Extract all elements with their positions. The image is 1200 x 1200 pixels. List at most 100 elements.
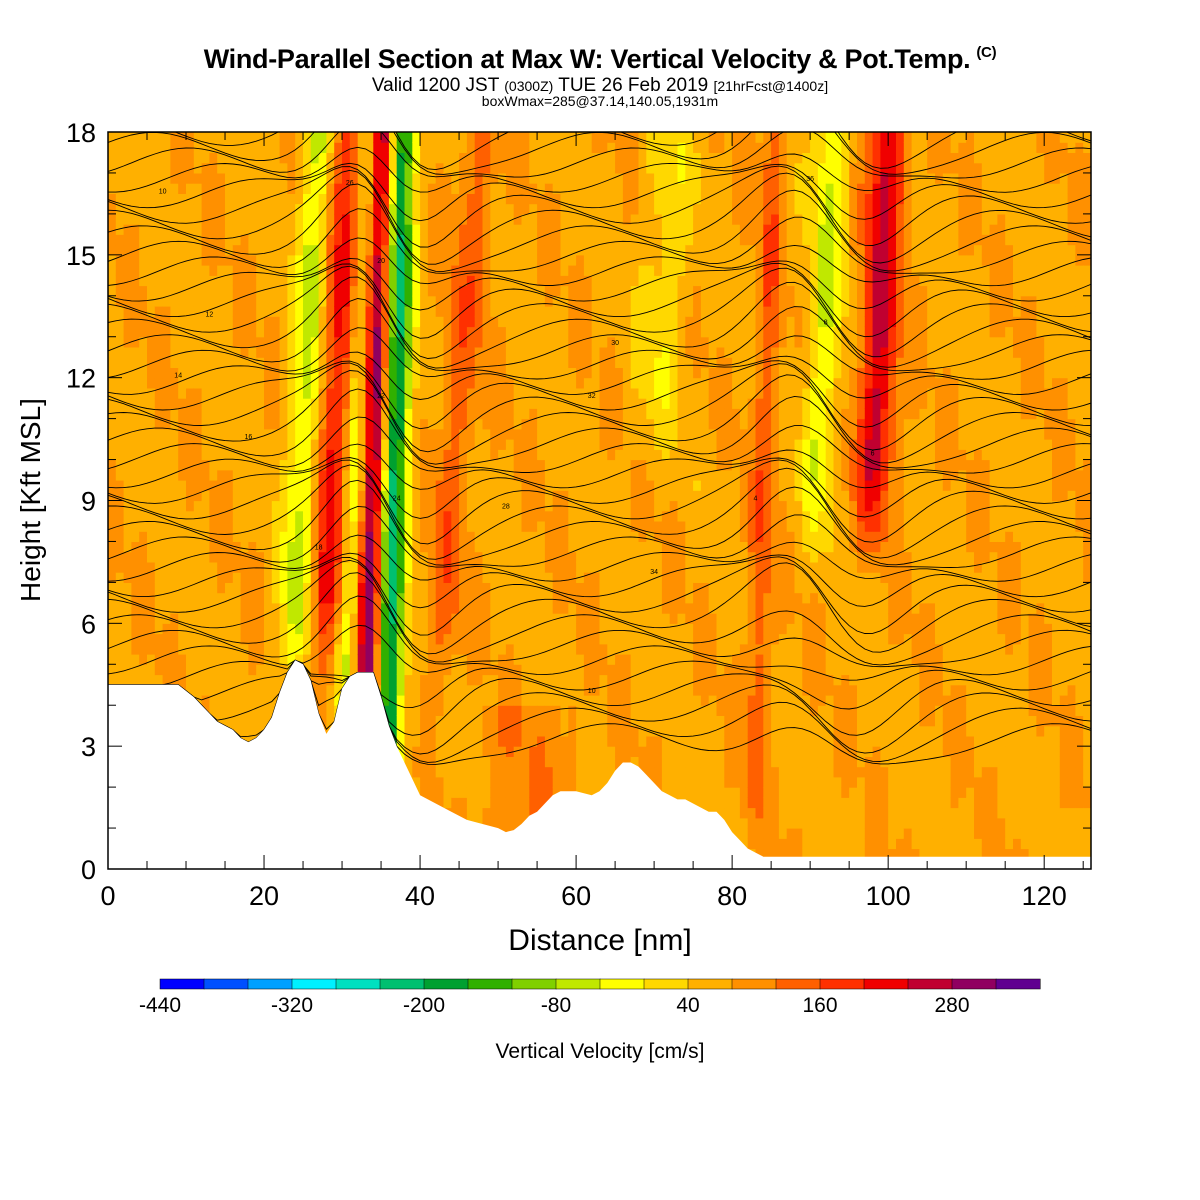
velocity-cell [209, 561, 218, 573]
velocity-cell [466, 776, 476, 788]
velocity-cell [388, 172, 398, 184]
velocity-cell [373, 132, 382, 143]
velocity-cell [264, 306, 273, 317]
velocity-cell [115, 602, 125, 614]
velocity-cell [373, 592, 382, 604]
velocity-cell [373, 316, 382, 328]
velocity-cell [108, 326, 117, 338]
velocity-cell [451, 142, 460, 153]
velocity-cell [108, 592, 117, 604]
velocity-cell [334, 633, 343, 645]
velocity-cell [310, 408, 320, 420]
velocity-cell [170, 592, 179, 604]
velocity-cell [435, 428, 445, 440]
velocity-cell [498, 602, 507, 614]
velocity-cell [615, 746, 624, 757]
velocity-cell [576, 285, 585, 297]
velocity-cell [576, 613, 585, 624]
velocity-cell [256, 142, 265, 153]
velocity-cell [154, 480, 164, 491]
velocity-cell [365, 183, 374, 194]
velocity-cell [154, 336, 164, 348]
velocity-cell [466, 224, 476, 235]
velocity-cell [357, 654, 367, 665]
velocity-cell [264, 500, 273, 512]
velocity-cell [583, 132, 593, 143]
velocity-cell [334, 664, 343, 676]
velocity-cell [466, 285, 476, 297]
velocity-cell [537, 162, 546, 174]
velocity-cell [357, 244, 367, 256]
velocity-cell [482, 735, 491, 747]
velocity-cell [178, 572, 187, 583]
velocity-cell [622, 172, 632, 184]
velocity-cell [451, 797, 460, 809]
velocity-cell [459, 623, 468, 635]
velocity-cell [139, 316, 148, 328]
velocity-cell [537, 602, 546, 614]
velocity-cell [537, 285, 546, 297]
velocity-cell [505, 787, 515, 798]
velocity-cell [459, 695, 468, 706]
velocity-cell [334, 582, 343, 594]
velocity-cell [576, 193, 585, 205]
velocity-cell [591, 654, 601, 665]
velocity-cell [287, 398, 296, 409]
velocity-cell [521, 469, 530, 481]
velocity-cell [326, 183, 335, 194]
velocity-cell [209, 449, 218, 461]
velocity-cell [583, 459, 593, 471]
velocity-cell [240, 480, 249, 491]
velocity-cell [466, 439, 476, 450]
velocity-cell [490, 193, 499, 205]
velocity-cell [209, 643, 218, 655]
velocity-cell [451, 347, 460, 358]
velocity-cell [459, 684, 468, 696]
velocity-cell [115, 623, 125, 635]
velocity-cell [576, 582, 585, 594]
velocity-cell [147, 326, 156, 338]
velocity-cell [147, 357, 156, 368]
velocity-cell [443, 449, 452, 461]
velocity-cell [529, 387, 538, 399]
velocity-cell [217, 162, 226, 174]
velocity-cell [591, 449, 601, 461]
velocity-cell [622, 326, 632, 338]
velocity-cell [271, 531, 281, 542]
velocity-cell [381, 265, 390, 276]
velocity-cell [326, 623, 335, 635]
velocity-cell [303, 592, 312, 604]
velocity-cell [490, 766, 499, 778]
velocity-cell [420, 398, 429, 409]
velocity-cell [505, 623, 515, 635]
velocity-cell [295, 357, 304, 368]
velocity-cell [357, 142, 367, 153]
velocity-cell [248, 531, 257, 542]
velocity-cell [349, 633, 359, 645]
velocity-cell [474, 326, 484, 338]
velocity-cell [271, 408, 281, 420]
velocity-cell [490, 234, 499, 246]
velocity-cell [560, 326, 569, 338]
velocity-cell [186, 244, 195, 256]
velocity-cell [186, 664, 195, 676]
velocity-cell [349, 172, 359, 184]
velocity-cell [388, 387, 398, 399]
velocity-cell [583, 613, 593, 624]
velocity-cell [201, 582, 210, 594]
velocity-cell [271, 275, 281, 287]
velocity-cell [326, 490, 335, 502]
velocity-cell [537, 664, 546, 676]
velocity-cell [162, 357, 171, 368]
velocity-cell [435, 449, 445, 461]
velocity-cell [209, 244, 218, 256]
velocity-cell [435, 408, 445, 420]
velocity-cell [225, 602, 234, 614]
velocity-cell [396, 295, 406, 307]
velocity-cell [451, 705, 460, 716]
velocity-cell [498, 347, 507, 358]
velocity-cell [521, 776, 530, 788]
velocity-cell [427, 664, 437, 676]
velocity-cell [349, 664, 359, 676]
velocity-cell [388, 572, 398, 583]
